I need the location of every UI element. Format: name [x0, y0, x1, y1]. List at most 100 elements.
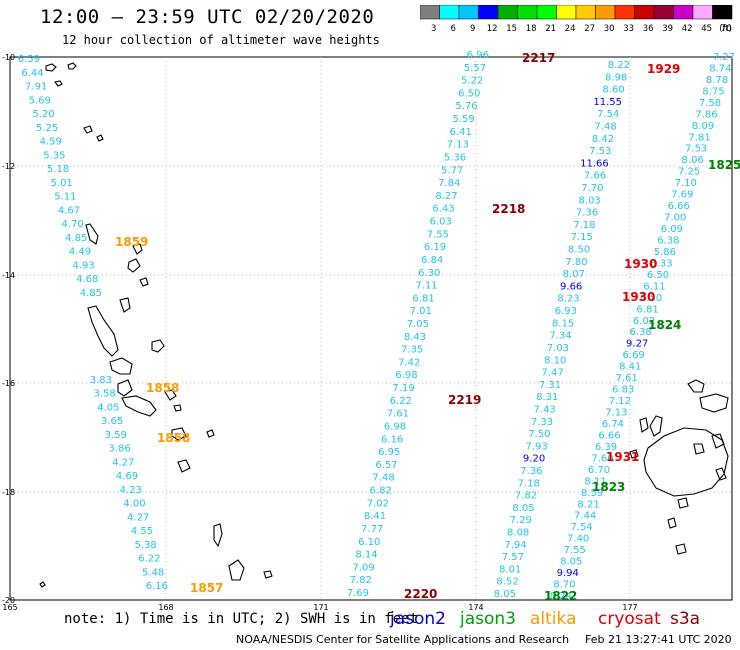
wave-height-value: 7.36 — [576, 208, 598, 219]
wave-height-value: 6.33 — [650, 258, 672, 269]
wave-height-value: 7.70 — [581, 183, 603, 194]
pass-time-label: 2219 — [448, 393, 481, 407]
island-outline — [629, 449, 639, 459]
wave-height-value: 6.74 — [602, 419, 624, 430]
wave-height-value: 7.55 — [564, 545, 586, 556]
legend-s3a: s3a — [670, 609, 701, 629]
scale-tick-label: 36 — [643, 24, 654, 34]
wave-height-value: 6.38 — [630, 327, 652, 338]
wave-height-value: 8.60 — [602, 85, 624, 96]
wave-height-value: 7.54 — [597, 109, 619, 120]
wave-height-value: 7.13 — [605, 408, 627, 419]
island-outline — [139, 277, 149, 287]
scale-swatch — [439, 5, 460, 20]
wave-height-value: 9.66 — [560, 281, 582, 292]
lat-label: -16 — [2, 379, 15, 388]
wave-height-value: 5.01 — [51, 178, 73, 189]
island-outline — [67, 62, 77, 70]
scale-tick-label: 27 — [584, 24, 595, 34]
wave-height-value: 3.59 — [105, 430, 127, 441]
pass-time-label: 1930 — [622, 290, 655, 304]
wave-height-value: 6.22 — [138, 554, 160, 565]
scale-tick-label: 15 — [506, 24, 517, 34]
wave-height-value: 3.83 — [90, 375, 112, 386]
wave-height-value: 4.85 — [65, 233, 87, 244]
scale-swatch — [420, 5, 440, 20]
pass-time-label: 1858 — [157, 431, 190, 445]
wave-height-value: 7.18 — [573, 220, 595, 231]
island-outline — [164, 389, 177, 401]
lat-label: -14 — [2, 271, 15, 280]
wave-height-value: 5.86 — [654, 247, 676, 258]
wave-height-value: 6.57 — [375, 460, 397, 471]
pass-time-label: 1825 — [708, 158, 740, 172]
wave-height-value: 8.27 — [435, 191, 457, 202]
wave-height-value: 4.05 — [97, 403, 119, 414]
wave-height-value: 4.68 — [76, 274, 98, 285]
pass-time-label: 1858 — [146, 381, 179, 395]
wave-height-value: 8.05 — [494, 589, 516, 600]
wave-height-value: 6.96 — [467, 50, 489, 61]
scale-tick-label: 39 — [662, 24, 673, 34]
wave-height-value: 7.27 — [713, 52, 735, 63]
wave-height-value: 3.58 — [93, 389, 115, 400]
wave-height-value: 5.35 — [43, 150, 65, 161]
wave-height-value: 7.50 — [528, 429, 550, 440]
island-outline — [173, 404, 182, 412]
wave-height-value: 8.15 — [552, 318, 574, 329]
wave-height-value: 6.02 — [633, 316, 655, 327]
wave-height-value: 7.93 — [526, 441, 548, 452]
scale-tick-label: 42 — [682, 24, 693, 34]
wave-height-value: 4.27 — [127, 512, 149, 523]
wave-height-value: 8.59 — [581, 488, 603, 499]
pass-time-label: 1930 — [624, 257, 657, 271]
island-outline — [715, 467, 727, 481]
wave-height-value: 8.75 — [702, 86, 724, 97]
wave-height-value: 4.49 — [69, 247, 91, 258]
island-outline — [39, 581, 46, 588]
wave-height-value: 6.41 — [450, 127, 472, 138]
wave-height-value: 5.20 — [32, 109, 54, 120]
legend-jason2: jason2 — [390, 609, 446, 629]
wave-height-value: 9.20 — [523, 454, 545, 465]
wave-height-value: 3.65 — [101, 416, 123, 427]
wave-height-value: 6.66 — [598, 430, 620, 441]
wave-height-value: 8.78 — [706, 75, 728, 86]
wave-height-value: 7.80 — [565, 257, 587, 268]
wave-height-value: 8.70 — [553, 580, 575, 591]
wave-height-value: 6.95 — [378, 447, 400, 458]
wave-height-value: 7.33 — [531, 417, 553, 428]
wave-height-value: 7.12 — [609, 396, 631, 407]
wave-height-value: 5.76 — [455, 101, 477, 112]
pass-time-label: 1929 — [647, 62, 680, 76]
wave-height-value: 7.01 — [410, 306, 432, 317]
wave-height-value: 6.50 — [458, 88, 480, 99]
legend-cryosat: cryosat — [598, 609, 661, 629]
axis-labels: 165 168 171 174 177-10-12-14-16-18-20 — [2, 53, 638, 612]
pass-time-label: 1824 — [648, 318, 681, 332]
wave-height-value: 5.38 — [135, 540, 157, 551]
wave-height-value: 5.59 — [452, 114, 474, 125]
wave-height-value: 7.77 — [361, 524, 383, 535]
wave-height-value: 4.00 — [123, 499, 145, 510]
wave-height-value: 6.59 — [18, 54, 40, 65]
scale-tick-label: 70 — [721, 24, 732, 34]
scale-swatch — [458, 5, 479, 20]
wave-height-value: 7.69 — [671, 190, 693, 201]
wave-height-value: 8.10 — [544, 355, 566, 366]
wave-height-value: 5.69 — [29, 95, 51, 106]
pass-time-label: 2220 — [404, 587, 437, 601]
wave-height-value: 7.09 — [352, 562, 374, 573]
scale-swatch — [634, 5, 655, 20]
island-outline — [643, 427, 729, 497]
wave-height-value: 6.98 — [384, 422, 406, 433]
footer-note: note: 1) Time is in UTC; 2) SWH is in fe… — [64, 611, 419, 627]
footer-credit: NOAA/NESDIS Center for Satellite Applica… — [236, 633, 570, 646]
wave-height-value: 4.59 — [40, 137, 62, 148]
scale-tick-label: 6 — [450, 24, 455, 34]
map-title: 12:00 – 23:59 UTC 02/20/2020 — [40, 6, 375, 28]
island-outline — [263, 570, 273, 579]
scale-tick-label: 18 — [526, 24, 537, 34]
pass-time-label: 1822 — [544, 589, 577, 603]
island-outline — [677, 497, 689, 509]
